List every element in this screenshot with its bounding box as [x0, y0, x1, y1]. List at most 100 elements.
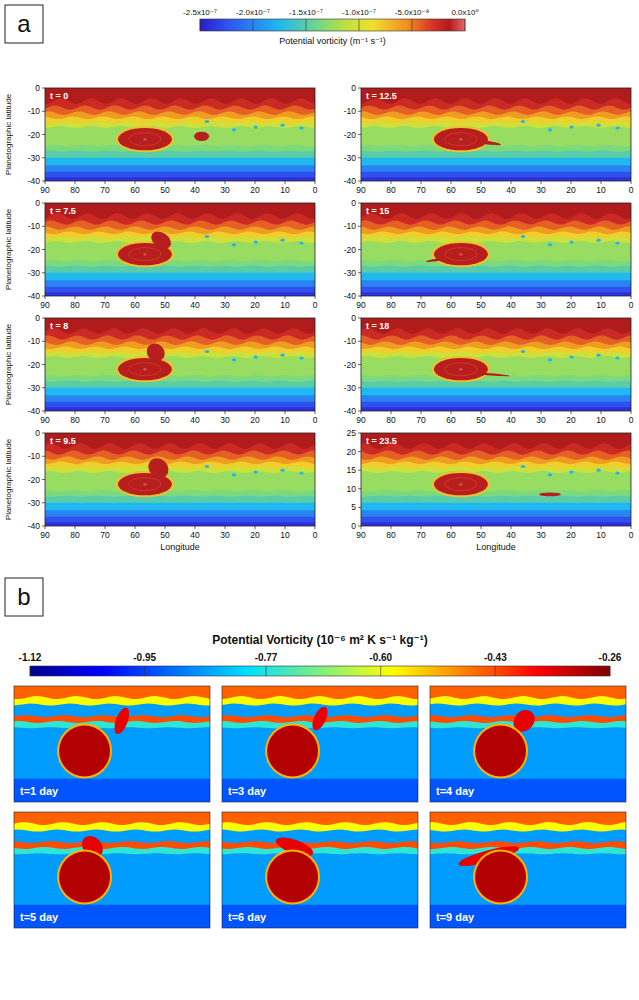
- pv-band: [361, 510, 631, 526]
- small-vortex: [548, 243, 552, 246]
- x-tick-label: 60: [446, 300, 456, 310]
- vortex-halo: [116, 126, 174, 152]
- x-axis-title: Longitude: [476, 542, 516, 552]
- pv-band: [222, 704, 418, 802]
- x-tick-label: 10: [280, 415, 290, 425]
- y-tick: [42, 341, 45, 342]
- x-tick: [571, 411, 572, 414]
- vortex-core: [143, 138, 146, 141]
- pv-band: [45, 111, 315, 181]
- pv-band: [45, 116, 315, 181]
- small-vortex: [205, 350, 209, 353]
- y-tick-label: -10: [344, 221, 357, 231]
- x-tick: [135, 526, 136, 529]
- x-tick: [315, 526, 316, 529]
- vortex-halo: [432, 471, 490, 497]
- pv-band: [361, 335, 631, 411]
- pv-band: [222, 812, 418, 928]
- x-tick-label: 60: [446, 185, 456, 195]
- small-vortex: [569, 355, 573, 358]
- small-vortex: [205, 235, 209, 238]
- vortex-halo: [57, 849, 112, 904]
- pv-band: [45, 407, 315, 411]
- x-tick: [195, 411, 196, 414]
- y-tick: [42, 157, 45, 158]
- pv-band: [45, 433, 315, 526]
- plot-frame: [45, 433, 315, 526]
- pv-band: [45, 88, 315, 181]
- pv-band: [14, 715, 210, 802]
- pv-band: [45, 98, 315, 181]
- x-tick-label: 80: [386, 415, 396, 425]
- x-tick: [315, 296, 316, 299]
- x-tick: [451, 296, 452, 299]
- pv-band: [361, 203, 631, 296]
- pv-band: [361, 126, 631, 181]
- x-tick-label: 40: [190, 185, 200, 195]
- pv-band: [361, 490, 631, 526]
- y-tick-label: -30: [344, 153, 357, 163]
- great-red-spot: [434, 128, 488, 150]
- pv-band: [45, 203, 315, 296]
- field: [14, 812, 210, 928]
- vortex-core: [143, 483, 146, 486]
- x-tick: [481, 296, 482, 299]
- panel-title: t = 9.5: [50, 436, 76, 446]
- vortex-ring: [445, 363, 477, 376]
- pv-band: [222, 830, 418, 928]
- x-tick: [361, 296, 362, 299]
- x-tick: [601, 296, 602, 299]
- y-tick-label: 0: [351, 313, 356, 323]
- pv-band: [361, 165, 631, 181]
- y-tick: [42, 296, 45, 297]
- pv-band: [430, 905, 626, 928]
- pv-band: [222, 822, 418, 928]
- x-tick-label: 60: [446, 530, 456, 540]
- plot-frame: [14, 812, 210, 928]
- pv-band: [45, 241, 315, 296]
- x-tick-label: 0: [629, 185, 634, 195]
- vortex-halo: [116, 356, 174, 382]
- pv-band: [361, 266, 631, 296]
- colorbar-title: Potential vorticity (m⁻¹ s⁻¹): [279, 36, 386, 46]
- colorbar-tick: [253, 19, 254, 31]
- x-tick-label: 0: [629, 415, 634, 425]
- pv-band: [45, 496, 315, 526]
- pv-band: [222, 779, 418, 802]
- panel-title: t = 7.5: [50, 206, 76, 216]
- y-tick-label: -20: [344, 360, 357, 370]
- pv-band: [45, 375, 315, 411]
- y-tick-label: 0: [35, 313, 40, 323]
- vortex-halo: [473, 723, 528, 778]
- x-tick-label: 70: [416, 415, 426, 425]
- pv-band: [45, 318, 315, 411]
- pv-band: [430, 830, 626, 928]
- y-tick: [42, 272, 45, 273]
- panel-title: t=1 day: [20, 785, 59, 797]
- pv-band: [361, 456, 631, 526]
- y-tick: [358, 488, 361, 489]
- pv-band: [361, 220, 631, 296]
- small-vortex: [280, 354, 284, 357]
- plot-frame: [361, 88, 631, 181]
- vortex-core: [459, 368, 462, 371]
- x-tick: [45, 181, 46, 184]
- pv-band: [361, 145, 631, 181]
- x-tick-label: 70: [416, 185, 426, 195]
- x-tick: [45, 526, 46, 529]
- small-vortex: [521, 350, 525, 353]
- x-tick-label: 10: [596, 530, 606, 540]
- great-red-spot: [59, 725, 110, 776]
- pv-band: [361, 381, 631, 411]
- y-tick: [358, 203, 361, 204]
- y-tick: [42, 479, 45, 480]
- x-tick: [195, 181, 196, 184]
- small-vortex: [521, 120, 525, 123]
- pv-band: [430, 696, 626, 802]
- pv-band: [361, 151, 631, 181]
- vortex-tail: [194, 132, 209, 141]
- x-tick: [255, 296, 256, 299]
- pv-band: [45, 395, 315, 411]
- great-red-spot: [267, 725, 318, 776]
- pv-band: [45, 273, 315, 296]
